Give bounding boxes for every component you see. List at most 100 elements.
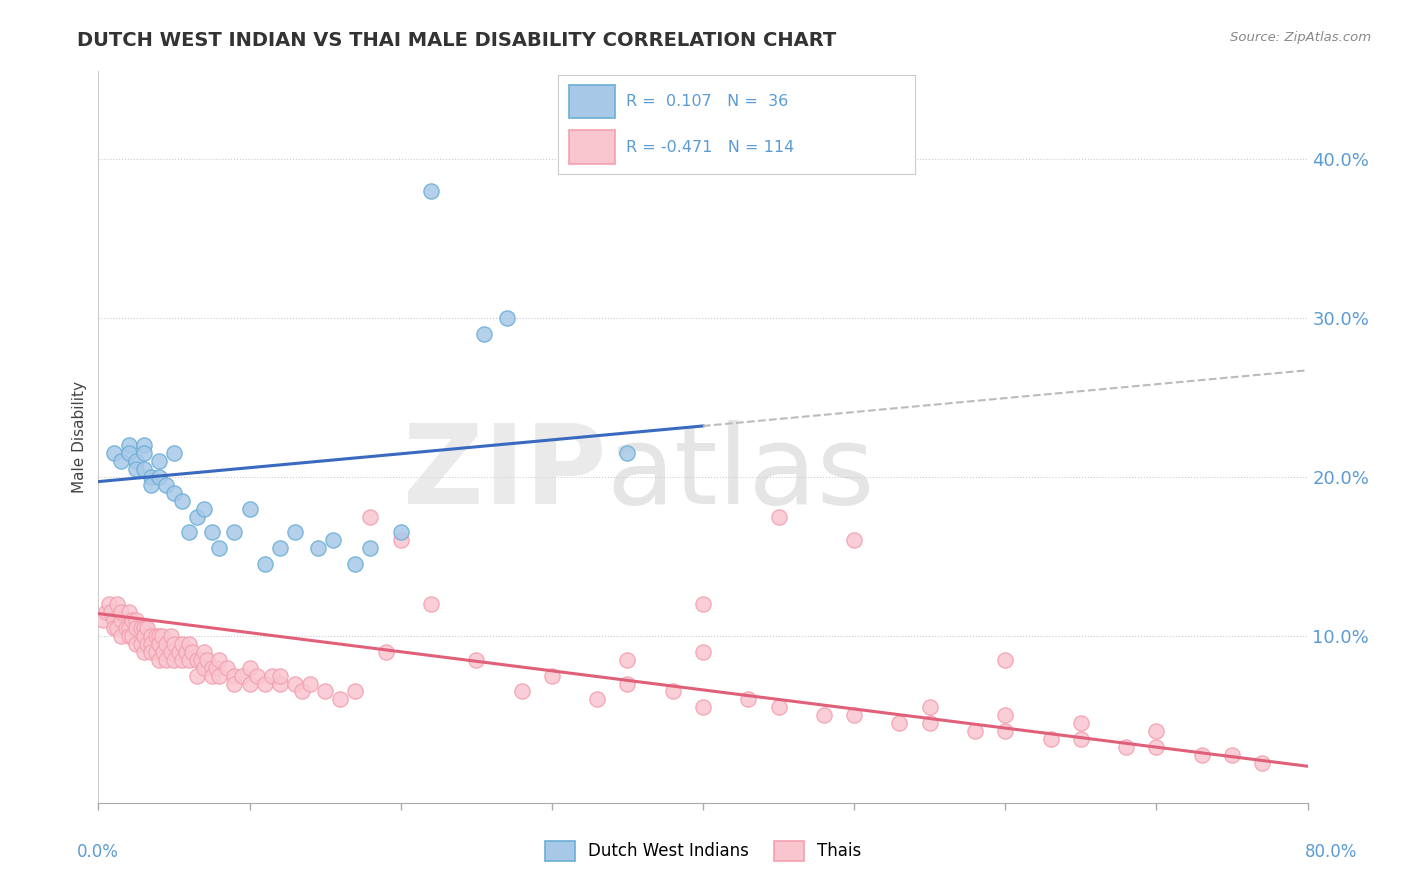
Point [239,676,262,690]
Point [768,509,790,524]
Point [110,605,132,619]
Point [148,653,170,667]
Point [1070,732,1092,747]
Point [98,597,121,611]
Point [692,597,714,611]
Point [360,509,382,524]
Point [125,462,148,476]
Point [145,645,167,659]
Point [132,645,155,659]
Point [692,645,714,659]
Point [1144,740,1167,755]
Point [163,653,186,667]
Point [253,676,276,690]
Point [299,676,322,690]
Point [110,613,132,627]
Point [1070,716,1092,731]
Point [344,558,367,572]
Point [284,676,307,690]
Point [145,629,167,643]
Point [193,645,215,659]
Point [155,637,177,651]
Point [163,485,186,500]
Point [844,533,866,548]
Point [737,692,759,706]
Point [307,541,329,556]
Point [284,525,307,540]
Point [135,621,157,635]
Point [269,668,291,682]
Text: ZIP: ZIP [404,420,606,527]
Point [291,684,314,698]
Point [148,470,170,484]
Point [208,541,231,556]
Point [246,668,269,682]
Point [148,637,170,651]
Point [150,629,173,643]
Point [374,645,396,659]
Point [269,541,291,556]
Point [616,676,638,690]
Point [994,708,1017,723]
Point [186,653,208,667]
Point [179,525,201,540]
Point [132,621,155,635]
Point [170,493,193,508]
Point [105,621,128,635]
Point [170,637,193,651]
Point [692,700,714,714]
Point [344,684,367,698]
Point [918,700,941,714]
Point [118,446,141,460]
Point [91,613,114,627]
Point [1220,748,1243,763]
Point [105,597,128,611]
Point [141,645,163,659]
Point [186,668,208,682]
Point [94,605,117,619]
Point [118,621,141,635]
Point [121,613,143,627]
Point [141,637,163,651]
Point [918,716,941,731]
Point [190,653,212,667]
Point [813,708,835,723]
Point [389,533,412,548]
Point [167,645,190,659]
Point [100,605,122,619]
Point [103,446,125,460]
Point [160,629,183,643]
Point [239,660,262,674]
Point [163,446,186,460]
Point [224,668,246,682]
Point [141,629,163,643]
Point [201,668,224,682]
Point [125,637,148,651]
Point [420,184,443,198]
Point [1191,748,1213,763]
Point [135,637,157,651]
Point [586,692,609,706]
Point [118,605,141,619]
Point [208,668,231,682]
Point [193,501,215,516]
Point [152,645,174,659]
Point [661,684,683,698]
Point [224,676,246,690]
Point [163,637,186,651]
Point [616,653,638,667]
Point [103,621,125,635]
Point [889,716,911,731]
Point [125,613,148,627]
Point [132,629,155,643]
Point [132,446,155,460]
Text: DUTCH WEST INDIAN VS THAI MALE DISABILITY CORRELATION CHART: DUTCH WEST INDIAN VS THAI MALE DISABILIT… [77,31,837,50]
Point [181,645,204,659]
Point [201,525,224,540]
Point [129,637,152,651]
Point [215,660,238,674]
Point [360,541,382,556]
Point [118,629,141,643]
Point [125,454,148,468]
Legend: Dutch West Indians, Thais: Dutch West Indians, Thais [538,834,868,868]
